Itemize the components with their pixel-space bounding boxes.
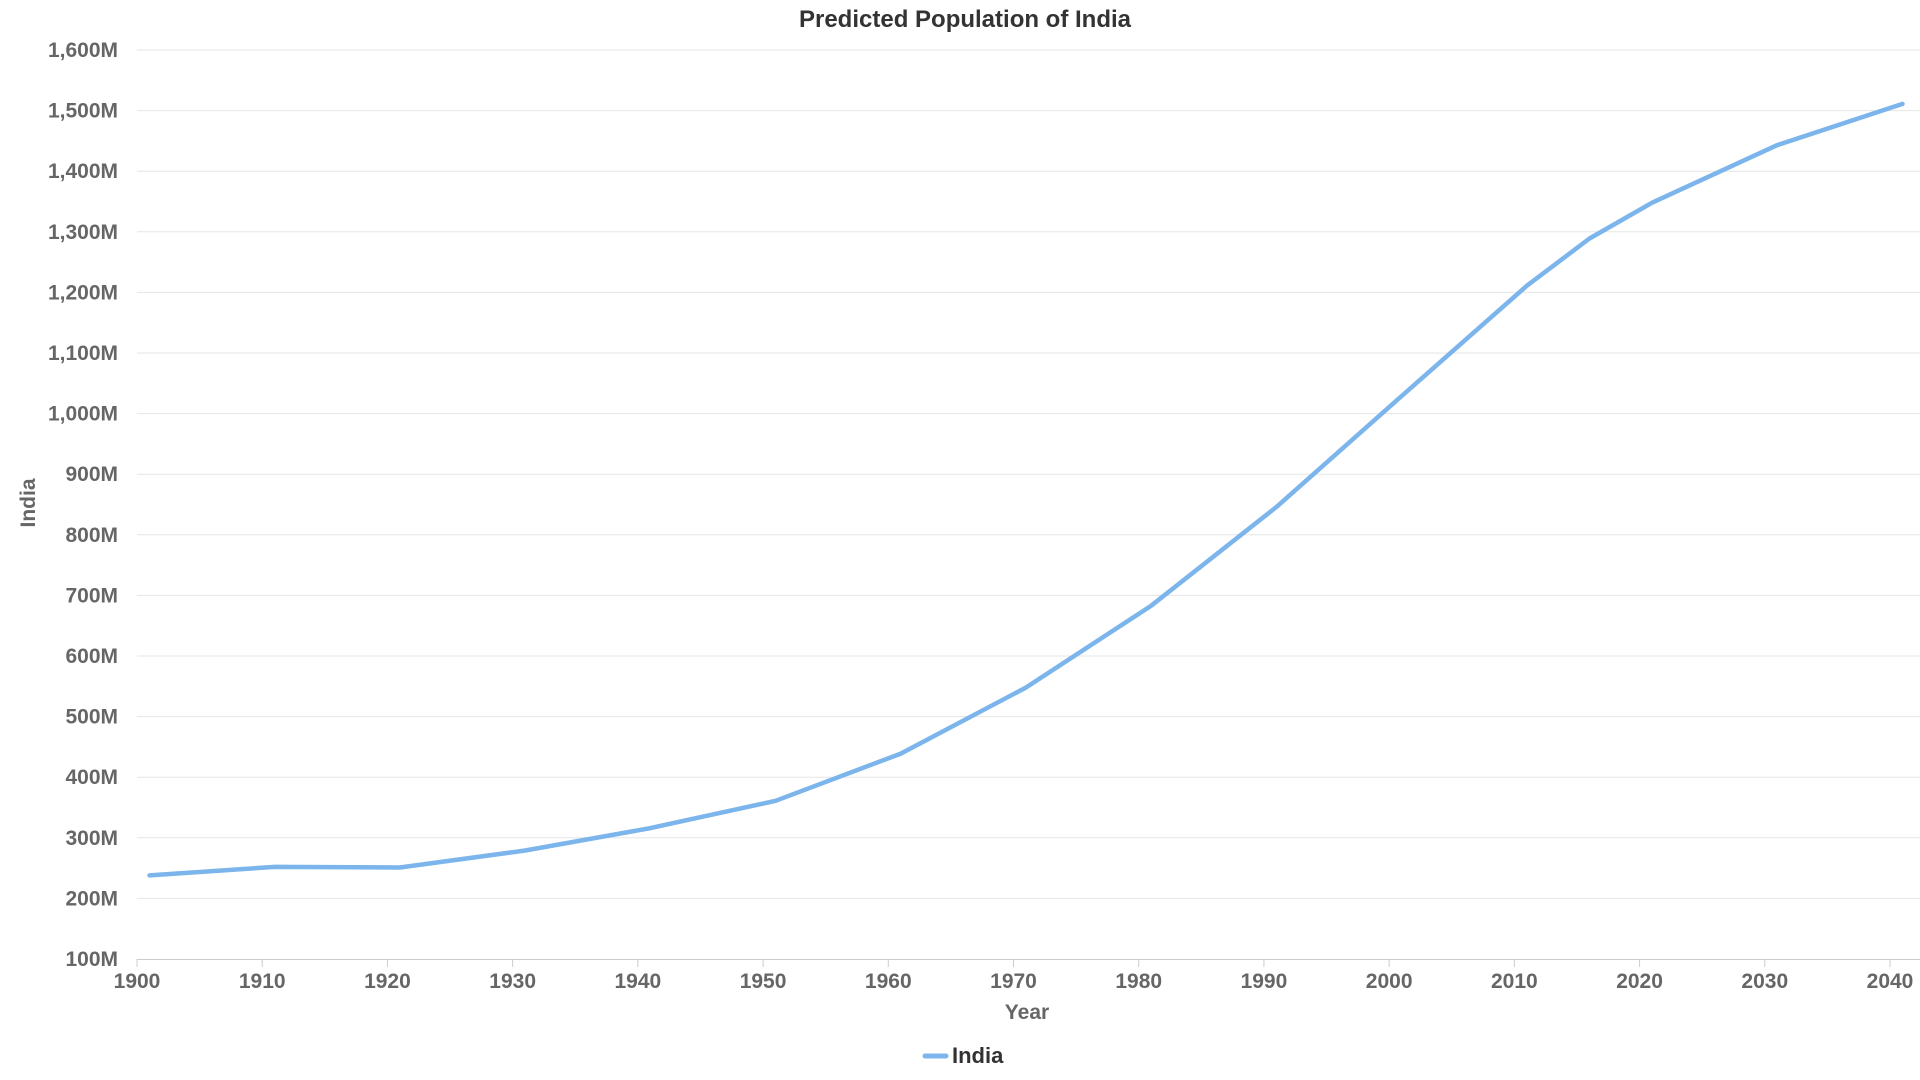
data-point[interactable]	[1649, 200, 1655, 206]
y-tick-label: 800M	[65, 524, 118, 547]
legend-label-india: India	[952, 1043, 1004, 1068]
data-point[interactable]	[1148, 603, 1154, 609]
data-point[interactable]	[1586, 235, 1592, 241]
x-tick-label: 2010	[1491, 970, 1538, 993]
y-tick-label: 900M	[65, 463, 118, 486]
x-axis: 1900 1910 1920 1930 1940 1950 1960 1970 1980 1990…	[114, 959, 1920, 993]
x-tick-label: 1900	[114, 970, 161, 993]
data-point[interactable]	[647, 825, 653, 831]
gridlines	[137, 49, 1920, 899]
x-tick-label: 1950	[740, 970, 787, 993]
y-tick-label: 1,200M	[48, 281, 118, 304]
x-tick-label: 2030	[1741, 970, 1788, 993]
series-line-india[interactable]	[147, 101, 1905, 878]
y-axis-ticks: 100M 200M 300M 400M 500M 600M 700M 800M 900M 1,00…	[48, 39, 118, 971]
y-tick-label: 300M	[65, 827, 118, 850]
x-tick-label: 2040	[1867, 970, 1914, 993]
y-tick-label: 1,400M	[48, 160, 118, 183]
y-tick-label: 100M	[65, 948, 118, 971]
x-tick-label: 1990	[1241, 970, 1288, 993]
data-point[interactable]	[1524, 283, 1530, 289]
x-tick-label: 1970	[990, 970, 1037, 993]
data-point[interactable]	[522, 848, 528, 854]
data-point[interactable]	[898, 751, 904, 757]
legend[interactable]: India	[922, 1043, 1004, 1068]
y-tick-label: 400M	[65, 766, 118, 789]
series-group	[147, 101, 1906, 878]
y-tick-label: 1,600M	[48, 39, 118, 62]
data-point[interactable]	[1023, 685, 1029, 691]
y-tick-label: 1,300M	[48, 221, 118, 244]
x-tick-label: 1980	[1115, 970, 1162, 993]
y-tick-label: 600M	[65, 645, 118, 668]
x-tick-label: 2020	[1616, 970, 1663, 993]
x-tick-label: 1940	[614, 970, 661, 993]
chart-title: Predicted Population of India	[799, 6, 1132, 33]
y-tick-label: 200M	[65, 887, 118, 910]
data-point[interactable]	[397, 864, 403, 870]
data-point[interactable]	[773, 798, 779, 804]
x-tick-label: 1910	[239, 970, 286, 993]
x-tick-label: 1930	[489, 970, 536, 993]
data-point[interactable]	[1273, 504, 1279, 510]
y-tick-label: 1,500M	[48, 100, 118, 123]
data-point[interactable]	[1900, 101, 1906, 107]
y-axis-title: India	[17, 478, 40, 527]
x-tick-label: 1960	[865, 970, 912, 993]
y-tick-label: 1,000M	[48, 403, 118, 426]
y-tick-label: 700M	[65, 584, 118, 607]
data-point[interactable]	[147, 872, 153, 878]
data-point[interactable]	[1399, 393, 1405, 399]
y-tick-label: 500M	[65, 706, 118, 729]
x-tick-label: 2000	[1366, 970, 1413, 993]
data-point[interactable]	[272, 864, 278, 870]
x-tick-label: 1920	[364, 970, 411, 993]
y-tick-label: 1,100M	[48, 342, 118, 365]
x-axis-title: Year	[1005, 1001, 1049, 1024]
data-point[interactable]	[1774, 142, 1780, 148]
